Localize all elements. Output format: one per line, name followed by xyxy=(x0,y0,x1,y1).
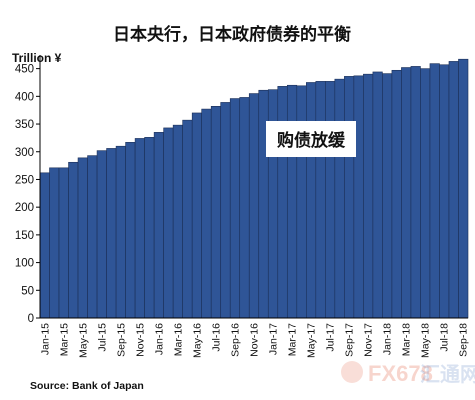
bar-Nov-15 xyxy=(134,138,145,319)
bar-Apr-17 xyxy=(296,85,307,319)
bar-Jul-15 xyxy=(96,150,107,319)
x-tick-label-Mar-16: Mar-16 xyxy=(172,323,184,356)
bar-Dec-17 xyxy=(372,71,383,319)
x-tick-label-Jan-15: Jan-15 xyxy=(39,323,51,355)
bar-Jul-18 xyxy=(439,64,450,319)
y-tick-label-0: 0 xyxy=(28,313,34,325)
bar-Mar-17 xyxy=(286,84,298,319)
x-tick-label-Jan-16: Jan-16 xyxy=(153,323,165,355)
chart-title: 日本央行，日本政府债券的平衡 xyxy=(113,24,351,45)
x-tick-label-May-17: May-17 xyxy=(306,323,318,358)
bar-May-18 xyxy=(420,68,431,319)
x-tick-label-Mar-15: Mar-15 xyxy=(58,323,70,356)
watermark-logo-icon xyxy=(341,361,363,383)
x-tick-label-Sep-15: Sep-15 xyxy=(115,323,127,357)
bar-Jun-17 xyxy=(315,81,326,319)
bar-Jul-17 xyxy=(325,81,336,319)
y-axis-unit: Trillion ¥ xyxy=(12,51,62,65)
bar-Jan-16 xyxy=(153,132,164,319)
bar-Sep-15 xyxy=(115,145,126,319)
bar-Apr-16 xyxy=(182,119,193,319)
bar-Apr-18 xyxy=(410,66,421,319)
annotation-label: 购债放缓 xyxy=(277,130,346,151)
y-tick-label-450: 450 xyxy=(15,64,34,76)
x-tick-label-Jul-16: Jul-16 xyxy=(210,323,222,352)
bar-Jan-15 xyxy=(39,172,50,319)
watermark: FX678 汇通网 xyxy=(341,361,475,386)
bar-Mar-18 xyxy=(401,67,412,319)
bar-Sep-17 xyxy=(344,76,355,319)
y-tick-label-50: 50 xyxy=(21,285,34,297)
y-tick-label-350: 350 xyxy=(15,119,34,131)
y-tick-label-400: 400 xyxy=(15,91,34,103)
bar-Aug-15 xyxy=(106,148,117,319)
bar-Feb-18 xyxy=(391,69,402,319)
bar-Feb-15 xyxy=(49,167,60,319)
bar-Feb-16 xyxy=(163,127,174,319)
y-tick-label-300: 300 xyxy=(15,147,34,159)
x-tick-label-Nov-15: Nov-15 xyxy=(134,323,146,357)
x-tick-label-Jan-18: Jan-18 xyxy=(382,323,394,355)
source-note: Source: Bank of Japan xyxy=(30,380,144,392)
bar-Jun-16 xyxy=(201,108,212,319)
bar-Oct-16 xyxy=(239,97,250,319)
x-tick-label-May-15: May-15 xyxy=(77,323,89,358)
x-tick-label-May-18: May-18 xyxy=(420,323,432,358)
x-tick-label-Jul-18: Jul-18 xyxy=(439,323,451,352)
x-tick-label-Sep-17: Sep-17 xyxy=(344,323,356,357)
bar-May-16 xyxy=(191,112,202,319)
y-tick-label-100: 100 xyxy=(15,258,34,270)
bar-Oct-17 xyxy=(353,75,364,319)
watermark-suffix: 汇通网 xyxy=(420,362,475,386)
x-tick-label-May-16: May-16 xyxy=(191,323,203,358)
x-tick-label-Sep-18: Sep-18 xyxy=(458,323,470,357)
y-tick-label-200: 200 xyxy=(15,202,34,214)
x-tick-label-Nov-16: Nov-16 xyxy=(249,323,261,357)
bar-series xyxy=(39,58,469,319)
bar-Aug-16 xyxy=(220,102,231,319)
x-tick-label-Jul-17: Jul-17 xyxy=(325,323,337,352)
x-tick-label-Mar-18: Mar-18 xyxy=(401,323,413,356)
bar-Mar-15 xyxy=(58,167,69,319)
y-axis-ticks: 0 50 100 150 200 250 300 350 400 450 xyxy=(15,64,40,325)
bar-Jul-16 xyxy=(210,106,222,319)
bar-Jan-18 xyxy=(382,73,393,319)
bar-Apr-15 xyxy=(68,161,79,319)
x-tick-label-Nov-17: Nov-17 xyxy=(363,323,375,357)
x-tick-label-Jul-15: Jul-15 xyxy=(96,323,108,352)
x-tick-label-Mar-17: Mar-17 xyxy=(287,323,299,356)
x-axis-ticks: Jan-15 Mar-15 May-15 Jul-15 Sep-15 Nov-15 Jan-… xyxy=(39,323,469,358)
bar-Jun-18 xyxy=(429,63,440,319)
annotation-background xyxy=(266,121,356,157)
x-tick-label-Jan-17: Jan-17 xyxy=(268,323,280,355)
bar-Dec-15 xyxy=(144,137,155,319)
bar-Aug-18 xyxy=(448,61,459,319)
watermark-brand: FX678 xyxy=(368,361,433,386)
bar-May-15 xyxy=(77,157,88,319)
bar-Sep-18 xyxy=(458,58,469,319)
bar-Oct-15 xyxy=(125,142,136,319)
bar-Aug-17 xyxy=(334,78,345,319)
bar-Nov-17 xyxy=(363,73,374,319)
bar-Mar-16 xyxy=(172,124,183,319)
bar-May-17 xyxy=(306,82,317,319)
y-tick-label-250: 250 xyxy=(15,174,34,186)
y-tick-label-150: 150 xyxy=(15,230,34,242)
bar-Nov-16 xyxy=(248,93,260,319)
bar-Sep-16 xyxy=(229,98,241,319)
x-tick-label-Sep-16: Sep-16 xyxy=(229,323,241,357)
annotation-box: 购债放缓 xyxy=(266,121,356,157)
bar-Jun-15 xyxy=(87,155,98,319)
